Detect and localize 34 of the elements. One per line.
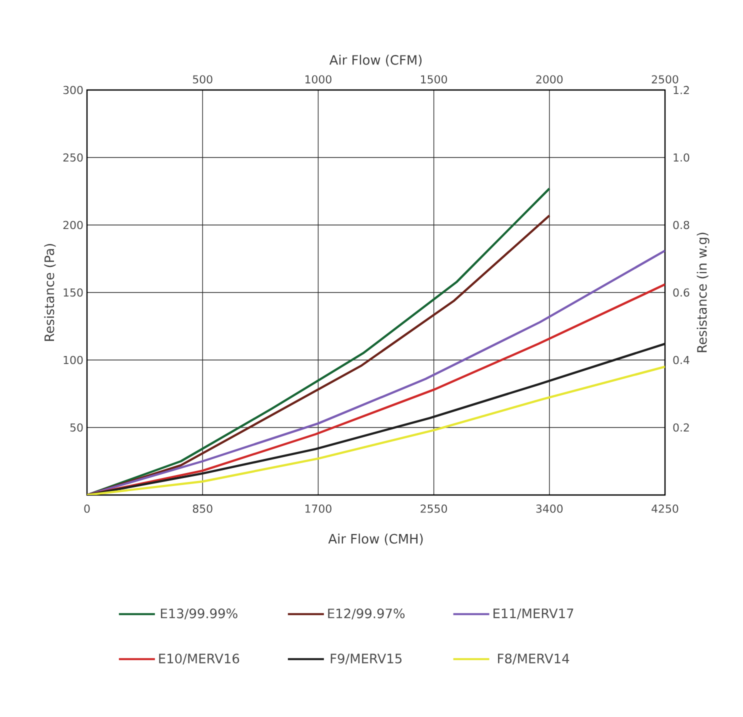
x-tick-label: 3400 (536, 504, 563, 513)
y2-tick-label: 1.2 (674, 86, 689, 94)
line-series (87, 366, 666, 495)
x-tick-label: 2550 (420, 504, 448, 513)
x2-axis-title: Air Flow (CFM) (329, 54, 422, 66)
x-axis-title: Air Flow (CMH) (328, 534, 423, 546)
y2-tick-label: 0.4 (673, 356, 690, 364)
y-tick-label: 150 (64, 288, 83, 297)
legend-label: E10/MERV16 (159, 654, 240, 664)
legend-label: E13/99.99% (160, 608, 238, 620)
x2-tick-label: 500 (192, 75, 212, 84)
y2-tick-label: 0.8 (673, 220, 690, 230)
y2-tick-label: 0.2 (673, 423, 689, 432)
x-tick-label: 0 (84, 504, 90, 513)
x-tick-label: 850 (192, 504, 212, 513)
y2-tick-label: 0.6 (673, 288, 690, 297)
x-tick-label: 1700 (305, 504, 332, 513)
legend-label: F8/MERV14 (498, 654, 570, 664)
y2-axis-title: Resistance (in w.g) (696, 232, 710, 352)
y-tick-label: 200 (63, 220, 83, 230)
y-tick-label: 300 (63, 86, 83, 94)
y2-tick-label: 1.0 (674, 153, 690, 162)
x2-tick-label: 1000 (305, 75, 332, 84)
y-axis-title: Resistance (Pa) (44, 244, 56, 341)
x2-tick-label: 2000 (536, 75, 563, 84)
legend-label: E12/99.97% (328, 608, 405, 620)
y-tick-label: 50 (70, 423, 83, 432)
legend-label: F9/MERV15 (330, 654, 402, 664)
legend-label: E11/MERV17 (494, 608, 574, 620)
x-tick-label: 4250 (652, 504, 678, 513)
y-tick-label: 250 (63, 153, 83, 162)
y-tick-label: 100 (64, 356, 83, 364)
x2-tick-label: 1500 (421, 75, 448, 84)
x2-tick-label: 2500 (652, 75, 678, 84)
